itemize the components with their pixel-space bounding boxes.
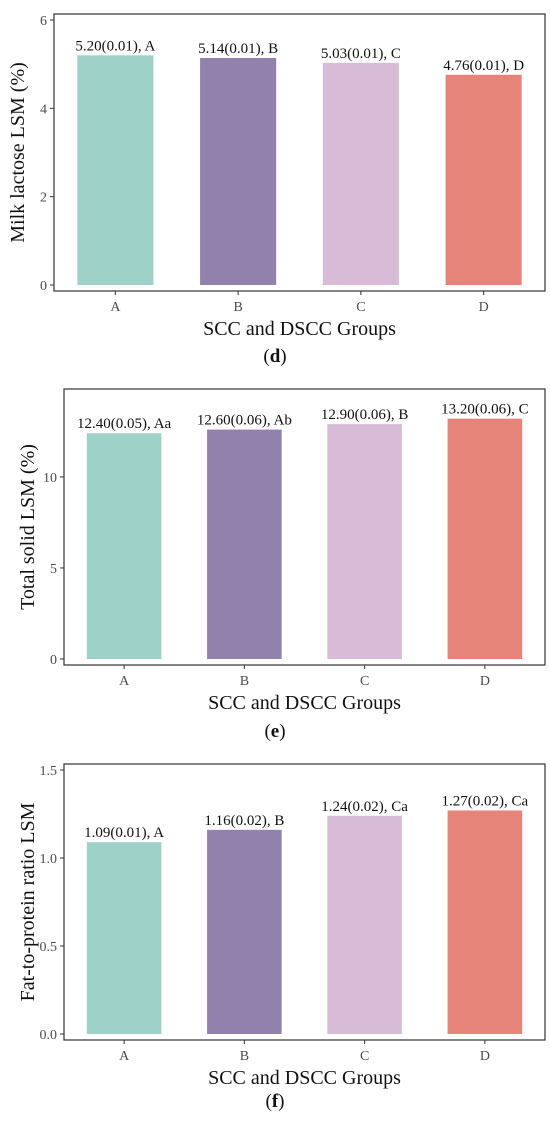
y-tick-label: 0.5 bbox=[40, 940, 58, 955]
bar-d bbox=[447, 810, 523, 1034]
y-tick-label: 2 bbox=[40, 191, 47, 206]
bar-value-label: 5.14(0.01), B bbox=[198, 41, 278, 57]
x-tick-label: C bbox=[360, 1049, 369, 1064]
y-tick-label: 6 bbox=[40, 14, 47, 29]
total-solid-chart: 0 5 10 12.40(0.05), Aa A 12.60(0.06), Ab B 12.9… bbox=[17, 388, 546, 714]
bar-c bbox=[327, 424, 402, 659]
bar-b bbox=[207, 829, 282, 1034]
y-axis-title: Fat-to-protein ratio LSM bbox=[17, 802, 39, 1001]
y-tick-label: 0 bbox=[50, 653, 57, 668]
y-tick-label: 0 bbox=[40, 279, 47, 294]
bar-b bbox=[200, 57, 277, 285]
x-tick-label: C bbox=[360, 674, 369, 689]
caption-d: (d) bbox=[263, 346, 287, 367]
bar-d bbox=[447, 418, 523, 659]
y-tick-label: 1.0 bbox=[40, 852, 58, 867]
x-tick-label: D bbox=[480, 674, 490, 689]
bar-d bbox=[445, 74, 522, 286]
bar-value-label: 1.09(0.01), A bbox=[84, 825, 164, 841]
bar-value-label: 1.24(0.02), Ca bbox=[321, 799, 408, 815]
x-tick-label: A bbox=[110, 300, 121, 315]
bar-value-label: 1.27(0.02), Ca bbox=[442, 793, 529, 809]
caption-e: (e) bbox=[264, 721, 286, 742]
x-tick-label: D bbox=[480, 1049, 490, 1064]
milk-lactose-chart: 0 2 4 6 5.20(0.01), A A 5.14(0.01), B B 5.03(0.0… bbox=[7, 13, 546, 340]
x-axis-title: SCC and DSCC Groups bbox=[203, 318, 396, 340]
y-tick-label: 0.0 bbox=[40, 1028, 58, 1043]
x-tick-label: D bbox=[479, 300, 489, 315]
y-tick-label: 10 bbox=[43, 471, 57, 486]
x-tick-label: B bbox=[240, 1049, 249, 1064]
caption-letter: d bbox=[269, 346, 281, 367]
plot-frame bbox=[63, 388, 546, 666]
bar-a bbox=[77, 55, 154, 286]
bar-value-label: 4.76(0.01), D bbox=[443, 58, 524, 74]
bar-value-label: 12.60(0.06), Ab bbox=[197, 413, 292, 429]
x-tick-label: C bbox=[356, 300, 365, 315]
x-tick-label: B bbox=[233, 300, 242, 315]
plot-frame bbox=[63, 763, 546, 1041]
bar-value-label: 1.16(0.02), B bbox=[204, 813, 284, 829]
bar-value-label: 12.90(0.06), B bbox=[321, 407, 409, 423]
chart-panel-d: 0 2 4 6 5.20(0.01), A A 5.14(0.01), B B 5.03(0.0… bbox=[0, 0, 550, 375]
y-axis-title: Total solid LSM (%) bbox=[17, 444, 39, 610]
fat-to-protein-chart: 0.0 0.5 1.0 1.5 1.09(0.01), A A 1.16(0.02), B B… bbox=[17, 763, 546, 1089]
chart-panel-e: 0 5 10 12.40(0.05), Aa A 12.60(0.06), Ab B 12.9… bbox=[0, 375, 550, 750]
x-axis-title: SCC and DSCC Groups bbox=[208, 1067, 401, 1089]
bar-a bbox=[86, 842, 162, 1034]
bar-b bbox=[207, 429, 282, 659]
bar-c bbox=[327, 815, 402, 1034]
bar-value-label: 5.03(0.01), C bbox=[321, 46, 401, 62]
x-tick-label: B bbox=[240, 674, 249, 689]
chart-panel-f: 0.0 0.5 1.0 1.5 1.09(0.01), A A 1.16(0.02), B B… bbox=[0, 750, 550, 1121]
caption-letter: e bbox=[270, 721, 280, 742]
bar-value-label: 13.20(0.06), C bbox=[441, 402, 529, 418]
bar-value-label: 12.40(0.05), Aa bbox=[77, 416, 171, 432]
bar-a bbox=[86, 433, 162, 659]
x-tick-label: A bbox=[119, 674, 130, 689]
y-tick-label: 4 bbox=[40, 102, 47, 117]
caption-f: (f) bbox=[265, 1091, 285, 1112]
x-tick-label: A bbox=[119, 1049, 130, 1064]
bar-c bbox=[322, 62, 399, 285]
y-tick-label: 1.5 bbox=[40, 764, 58, 779]
y-tick-label: 5 bbox=[50, 562, 57, 577]
bar-value-label: 5.20(0.01), A bbox=[75, 38, 155, 54]
caption-letter: f bbox=[271, 1091, 279, 1112]
x-axis-title: SCC and DSCC Groups bbox=[208, 692, 401, 714]
plot-frame bbox=[53, 13, 546, 292]
y-axis-title: Milk lactose LSM (%) bbox=[7, 62, 29, 243]
